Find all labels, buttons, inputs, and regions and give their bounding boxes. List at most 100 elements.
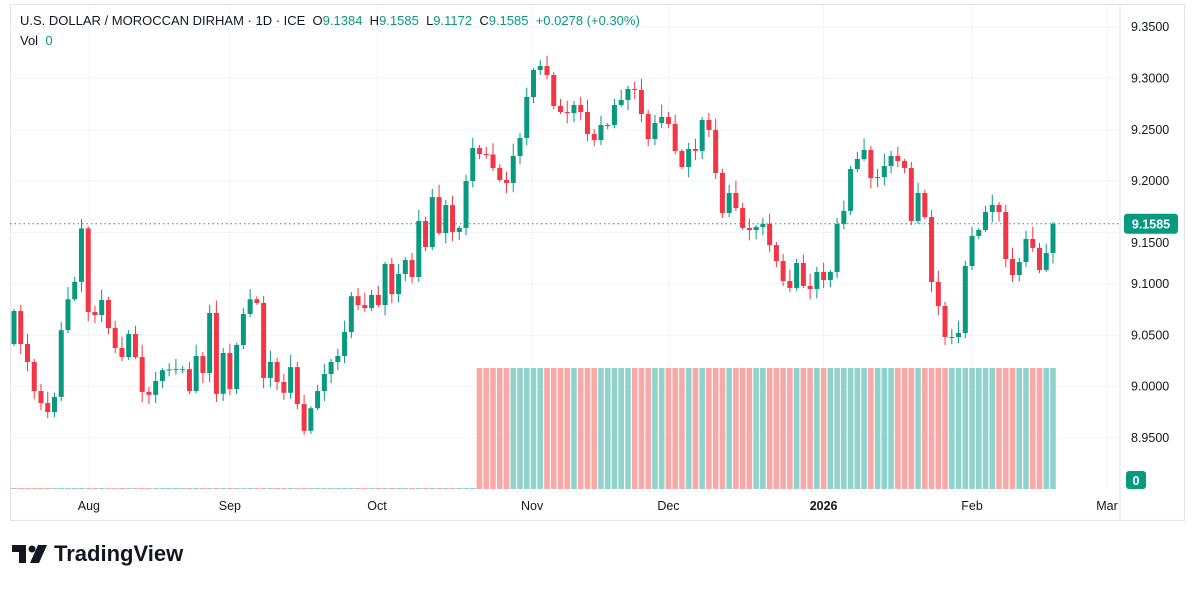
- candle: [65, 286, 71, 334]
- candle-body: [760, 223, 766, 228]
- candle-body: [564, 111, 570, 114]
- tradingview-logo[interactable]: TradingView: [12, 541, 183, 567]
- candle-body: [740, 208, 746, 228]
- candle: [504, 171, 510, 194]
- candle: [773, 241, 779, 268]
- candle: [328, 358, 334, 384]
- time-tick-label: Sep: [219, 499, 241, 513]
- candle-body: [126, 334, 132, 358]
- candle-body: [861, 149, 867, 160]
- candle-body: [935, 282, 941, 306]
- volume-bar: [631, 368, 638, 489]
- open-label: O: [312, 13, 323, 28]
- volume-bar: [233, 488, 240, 489]
- candle-body: [908, 167, 914, 221]
- candle: [105, 296, 111, 335]
- candle: [686, 142, 692, 178]
- candle: [854, 151, 860, 173]
- candle: [261, 295, 267, 389]
- candle: [18, 304, 24, 355]
- volume-bar: [118, 488, 125, 489]
- candle-body: [65, 299, 71, 331]
- time-axis[interactable]: Aug Sep Oct Nov Dec 2026 Feb Mar: [78, 499, 1118, 513]
- candle: [949, 328, 955, 345]
- low-label: L: [426, 13, 434, 28]
- candle: [193, 344, 199, 394]
- volume-bar: [328, 488, 335, 489]
- volume-bar: [760, 368, 766, 489]
- volume-bar: [982, 368, 989, 489]
- volume-bars: [11, 368, 1056, 489]
- volume-bar: [402, 488, 409, 489]
- candle-body: [692, 148, 698, 151]
- candle: [652, 114, 658, 146]
- volume-bar: [469, 488, 476, 489]
- candle-body: [240, 313, 246, 346]
- candle-body: [605, 125, 611, 127]
- candle-body: [308, 408, 314, 431]
- volume-bar: [1036, 368, 1043, 489]
- volume-bar: [1029, 368, 1036, 489]
- candle-body: [504, 179, 510, 183]
- candle: [706, 112, 712, 138]
- candle-body: [929, 217, 935, 283]
- candle-body: [800, 263, 806, 286]
- candle-body: [821, 271, 827, 280]
- symbol-title[interactable]: U.S. DOLLAR / MOROCCAN DIRHAM · 1D · ICE: [20, 13, 306, 28]
- price-axis[interactable]: 9.3500 9.3000 9.2500 9.2000 9.1500 9.1000 9.05…: [1131, 20, 1169, 445]
- volume-bar: [942, 368, 948, 489]
- volume-bar: [395, 488, 402, 489]
- candle: [78, 219, 84, 293]
- volume-bar: [975, 368, 982, 489]
- volume-bar: [868, 368, 874, 489]
- volume-bar: [37, 488, 44, 489]
- candle: [92, 305, 98, 324]
- price-tick-label: 9.1500: [1131, 236, 1169, 250]
- volume-bar: [172, 488, 179, 489]
- candle: [321, 363, 327, 402]
- time-tick-label: Aug: [78, 499, 100, 513]
- grid: [10, 5, 1120, 489]
- candle: [1010, 247, 1016, 283]
- time-tick-label: Feb: [961, 499, 983, 513]
- candle-body: [193, 356, 199, 392]
- volume-bar: [112, 488, 119, 489]
- candles: [11, 55, 1056, 435]
- volume-bar: [1002, 368, 1009, 489]
- candle: [591, 128, 597, 147]
- candle-body: [713, 129, 719, 174]
- candle-body: [409, 260, 415, 277]
- volume-bar: [186, 488, 193, 489]
- volume-bar: [584, 368, 591, 489]
- candle-body: [294, 367, 300, 405]
- candle-body: [881, 166, 887, 178]
- candle-body: [362, 305, 368, 309]
- candle-body: [200, 356, 206, 373]
- volume-bar: [1050, 368, 1056, 489]
- volume-bar: [598, 368, 604, 489]
- candle-body: [186, 369, 192, 392]
- candle-body: [625, 88, 631, 100]
- volume-bar: [577, 368, 584, 489]
- candle: [841, 200, 847, 230]
- candle-body: [477, 148, 483, 154]
- candle: [362, 292, 368, 313]
- candle: [497, 163, 503, 183]
- candle: [767, 213, 773, 253]
- candle-body: [942, 305, 948, 337]
- candle: [207, 304, 213, 383]
- last-price-text: 9.1585: [1132, 217, 1170, 231]
- candle-body: [1030, 238, 1036, 248]
- candle: [139, 344, 145, 403]
- candle-body: [396, 274, 402, 295]
- candle: [213, 300, 219, 403]
- candle: [665, 111, 671, 129]
- candle-body: [551, 74, 557, 107]
- volume-bar: [969, 368, 975, 489]
- candle: [416, 209, 422, 283]
- volume-bar: [166, 488, 173, 489]
- candle: [875, 168, 881, 188]
- candle: [11, 308, 17, 347]
